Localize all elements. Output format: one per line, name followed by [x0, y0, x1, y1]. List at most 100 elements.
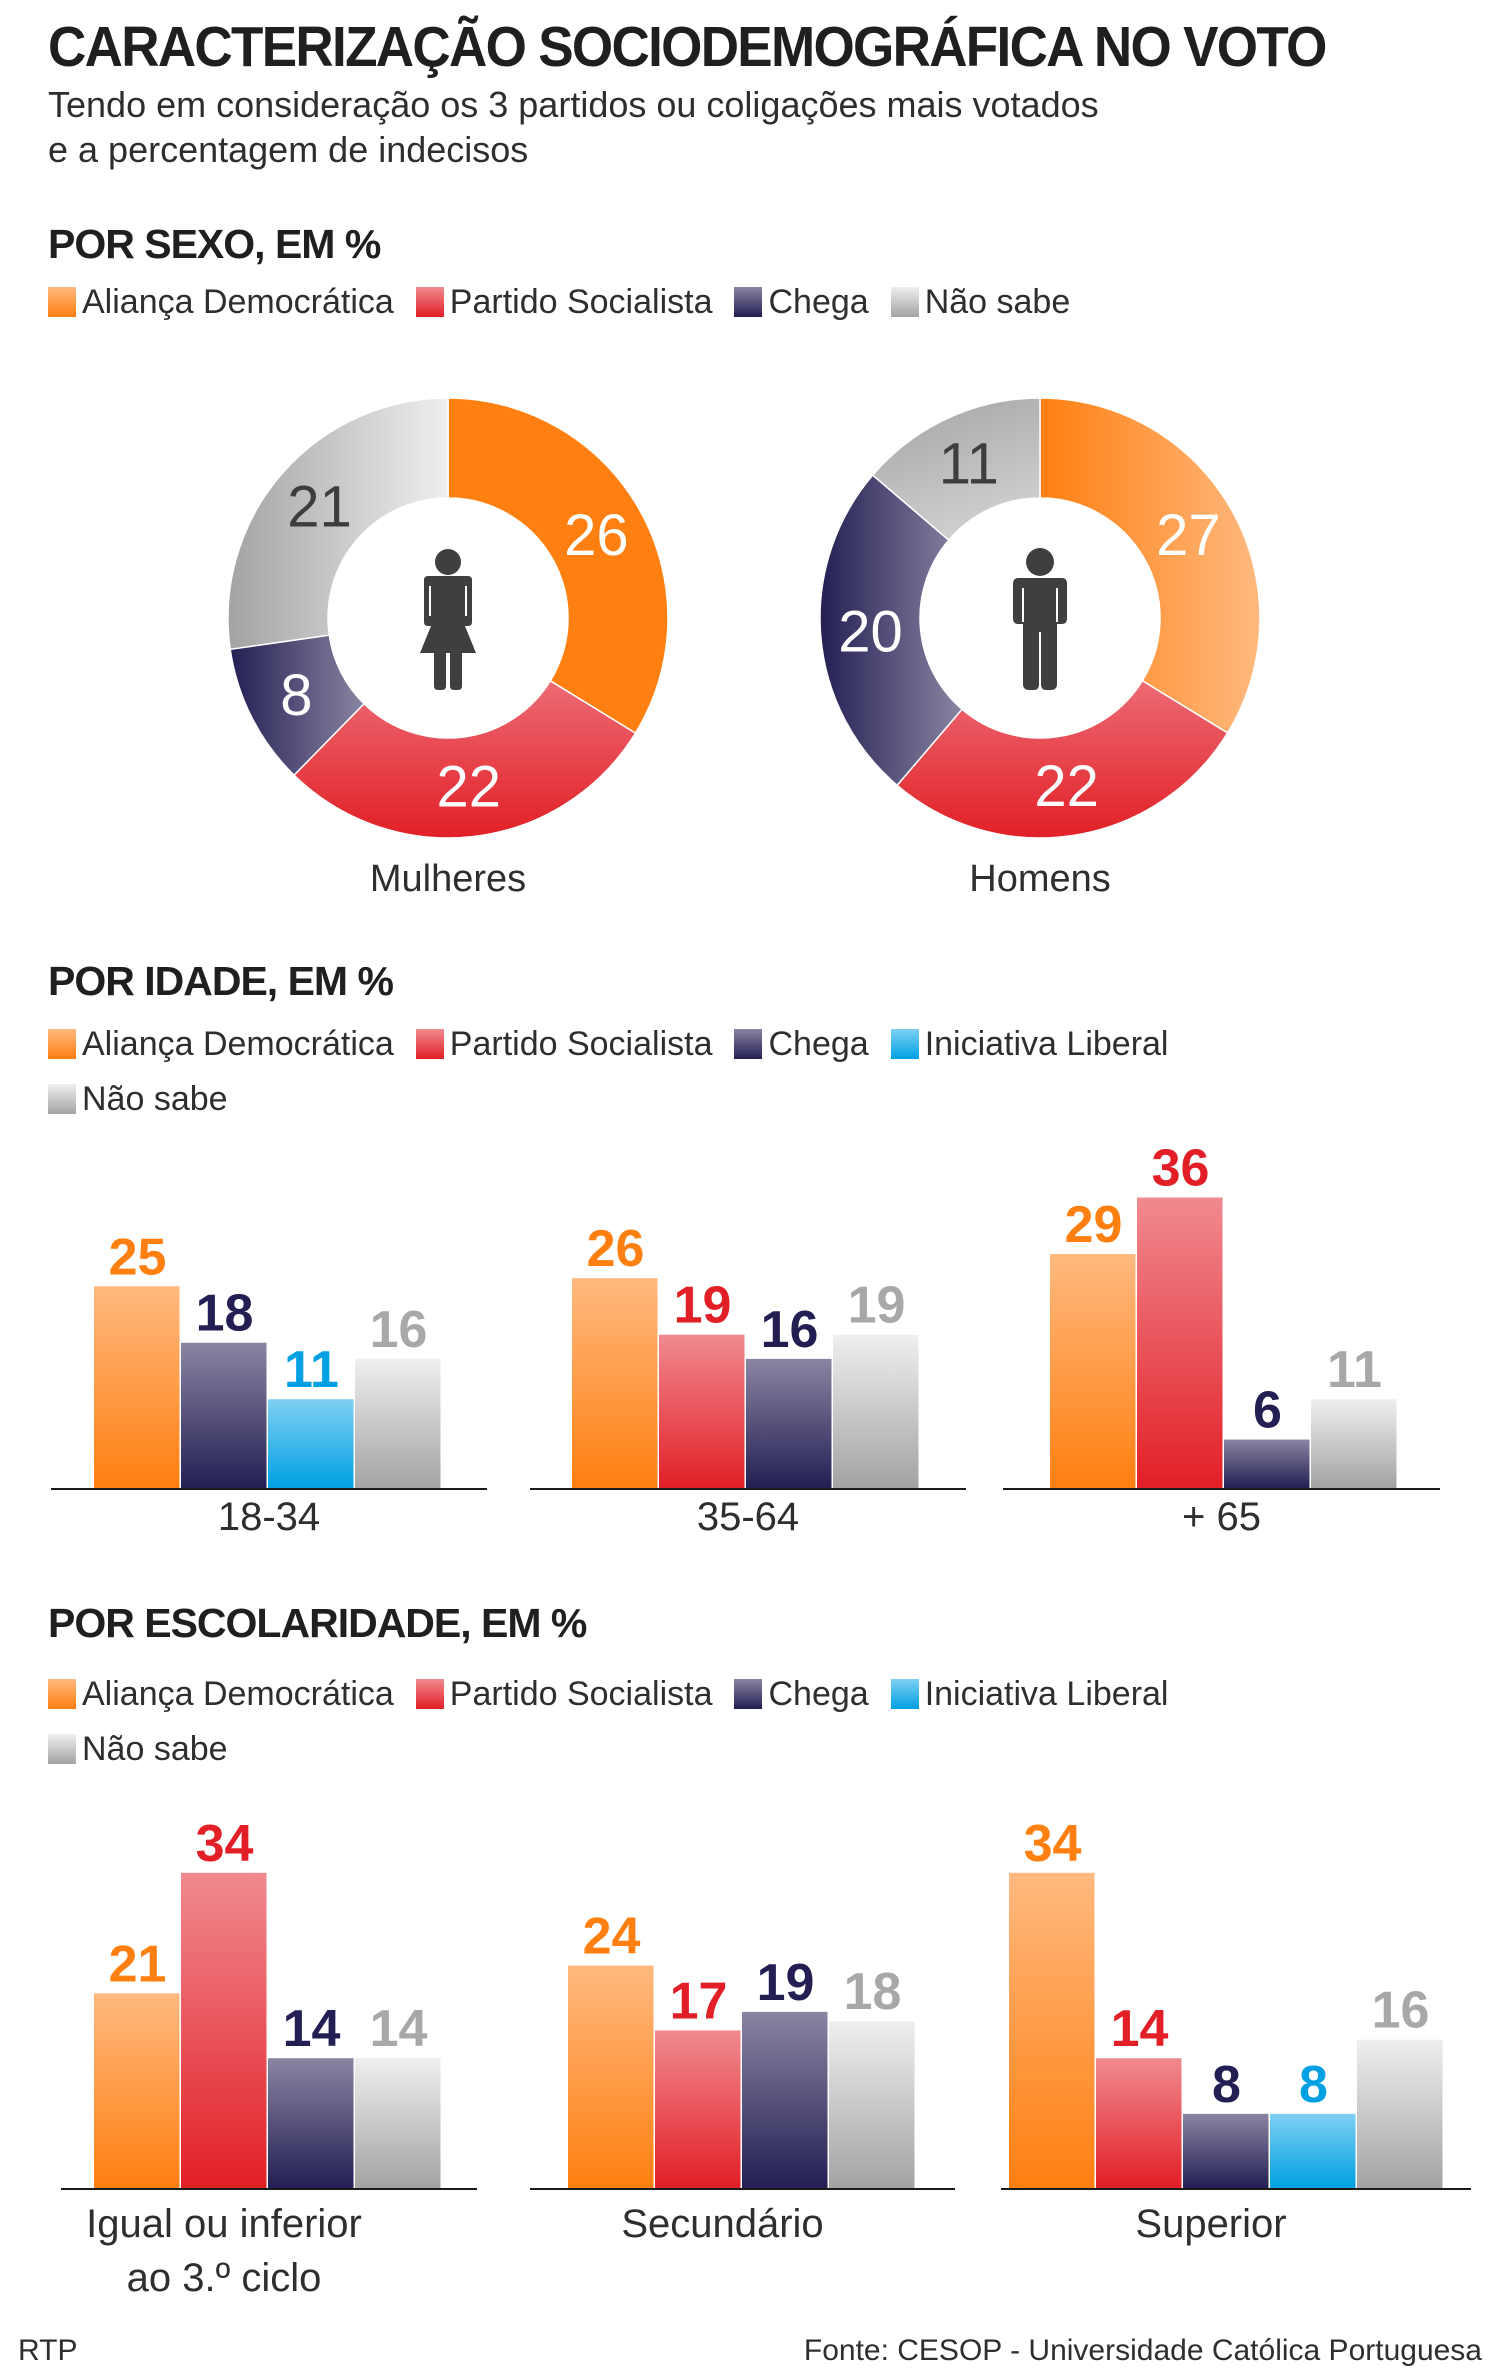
bar-ps	[1096, 2058, 1182, 2188]
footer-credit: RTP	[18, 2334, 78, 2367]
bar-ch	[1183, 2113, 1269, 2188]
donut-slice-ch	[819, 474, 964, 787]
group-label: + 65	[1182, 1495, 1261, 1539]
bar-value-label-ch: 8	[1212, 2056, 1241, 2114]
bar-value-label-ns: 16	[1372, 1982, 1430, 2040]
bar-ch	[181, 1342, 267, 1488]
legend-swatch-ch	[734, 1029, 763, 1059]
legend-swatch-ch	[734, 287, 763, 317]
legend-swatch-ns	[48, 1084, 76, 1114]
legend-label: Não sabe	[924, 282, 1071, 321]
donut-value-label-ps: 22	[1034, 754, 1099, 819]
legend-escolaridade-row-2: Não sabe	[48, 1729, 228, 1769]
page-title: CARACTERIZAÇÃO SOCIODEMOGRÁFICA NO VOTO	[48, 15, 1327, 79]
legend-swatch-il	[890, 1679, 919, 1709]
group-label-line-2: ao 3.º ciclo	[127, 2256, 322, 2300]
bar-ad	[572, 1278, 658, 1488]
donut-chart-women: 26 22 8 21	[227, 397, 669, 839]
bar-ch	[742, 2011, 828, 2188]
legend-swatch-ps	[415, 1029, 444, 1059]
legend-item-ps: Partido Socialista	[415, 1024, 713, 1064]
donut-slice-ns	[871, 397, 1041, 542]
legend-item-ns: Não sabe	[890, 282, 1071, 322]
footer-source: Fonte: CESOP - Universidade Católica Por…	[803, 2334, 1482, 2367]
legend-label: Não sabe	[82, 1079, 228, 1118]
bar-value-label-ns: 18	[844, 1963, 902, 2021]
bar-value-label-ad: 21	[109, 1935, 167, 1993]
legend-swatch-ps	[415, 287, 444, 317]
legend-swatch-ns	[890, 287, 919, 317]
legend-item-ch: Chega	[734, 1024, 869, 1064]
legend-item-ns: Não sabe	[48, 1080, 228, 1119]
legend-label: Chega	[768, 1674, 869, 1713]
bar-value-label-ch: 18	[196, 1285, 254, 1343]
legend-idade-row-2: Não sabe	[48, 1079, 228, 1119]
bar-value-label-ch: 14	[283, 2000, 341, 2058]
donut-slice-ad	[1039, 397, 1261, 734]
legend-label: Não sabe	[82, 1729, 228, 1768]
legend-item-ps: Partido Socialista	[415, 283, 712, 322]
legend-label: Partido Socialista	[449, 1024, 713, 1063]
bar-ns	[833, 1334, 919, 1488]
bar-ad	[94, 1286, 180, 1488]
bar-value-label-ad: 25	[109, 1228, 167, 1286]
legend-label: Aliança Democrática	[82, 1024, 394, 1063]
bar-ad	[1050, 1253, 1136, 1488]
group-label: Superior	[1135, 2202, 1286, 2246]
donut-value-label-ch: 8	[280, 663, 312, 728]
subtitle-line-2: e a percentagem de indecisos	[48, 129, 529, 170]
group-label: 18-34	[218, 1495, 320, 1539]
bar-ns	[355, 2058, 441, 2188]
bar-value-label-ad: 34	[1024, 1815, 1082, 1873]
bar-value-label-ns: 14	[370, 2000, 428, 2058]
bar-ns	[829, 2021, 915, 2188]
legend-item-ps: Partido Socialista	[415, 1674, 713, 1714]
legend-label: Chega	[768, 1024, 869, 1063]
legend-swatch-ps	[415, 1679, 444, 1709]
donut-value-label-ns: 21	[287, 475, 352, 540]
bar-group-0: 25 18 11 16 18-34	[51, 1228, 487, 1539]
donut-chart-men: 27 22 20 11	[819, 397, 1261, 839]
donut-slice-ps	[896, 679, 1229, 839]
bar-ps	[659, 1334, 745, 1488]
bar-value-label-ps: 34	[196, 1815, 254, 1873]
donut-value-label-ad: 27	[1156, 503, 1221, 568]
bar-ns	[1357, 2039, 1443, 2188]
section-title-escolaridade: POR ESCOLARIDADE, EM %	[48, 1600, 587, 1646]
bar-value-label-ns: 19	[848, 1277, 906, 1335]
section-title-idade: POR IDADE, EM %	[48, 958, 394, 1004]
bar-value-label-ad: 24	[583, 1908, 641, 1966]
legend-label: Iniciativa Liberal	[924, 1674, 1169, 1713]
bar-il	[268, 1399, 354, 1488]
legend-label: Aliança Democrática	[82, 1674, 394, 1713]
bar-ns	[355, 1358, 441, 1488]
bar-ad	[568, 1965, 654, 2188]
bar-value-label-ns: 16	[370, 1301, 428, 1359]
legend-label: Partido Socialista	[449, 1674, 713, 1713]
bar-ps	[1137, 1197, 1223, 1488]
donut-value-label-ad: 26	[564, 503, 629, 568]
legend-item-il: Iniciativa Liberal	[890, 1024, 1169, 1064]
bar-group-2: 34 14 8 8 16 Superior	[1001, 1815, 1471, 2246]
legend-swatch-ns	[48, 1734, 76, 1764]
group-label: Secundário	[621, 2202, 823, 2246]
legend-item-ad: Aliança Democrática	[48, 283, 394, 322]
bar-ch	[1224, 1439, 1310, 1488]
donut-title-men: Homens	[969, 858, 1111, 900]
legend-swatch-ad	[48, 1029, 76, 1059]
bar-ad	[1009, 1872, 1095, 2188]
bar-group-0: 21 34 14 14 Igual ou inferior ao 3.º ciclo	[61, 1815, 477, 2300]
bar-ch	[268, 2058, 354, 2188]
bar-value-label-ad: 29	[1065, 1196, 1123, 1254]
legend-label: Iniciativa Liberal	[924, 1024, 1169, 1063]
bar-ns	[1311, 1399, 1397, 1488]
donut-charts: 26 22 8 21 27 22 20 11	[227, 397, 1261, 839]
section-title-sexo: POR SEXO, EM %	[48, 221, 381, 267]
legend-item-ad: Aliança Democrática	[48, 1025, 394, 1064]
donut-title-women: Mulheres	[369, 858, 527, 900]
legend-swatch-ad	[48, 287, 76, 317]
bar-ps	[655, 2030, 741, 2188]
bar-value-label-ad: 26	[587, 1220, 645, 1278]
